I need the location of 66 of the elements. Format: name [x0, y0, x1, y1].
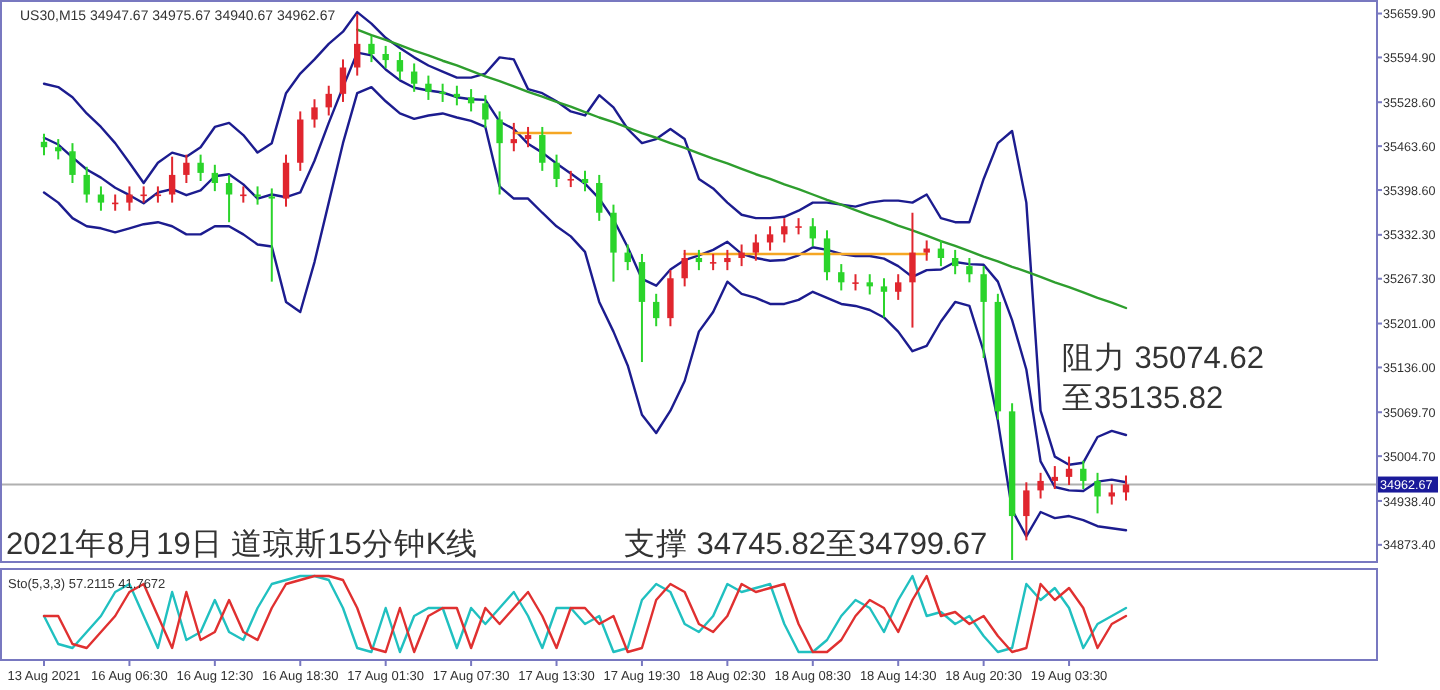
candlestick — [55, 138, 62, 161]
candlestick — [425, 74, 432, 101]
candlestick — [297, 110, 304, 172]
candlestick — [410, 62, 418, 93]
candlestick — [1094, 471, 1101, 515]
candlestick — [339, 58, 347, 103]
candlestick — [1108, 483, 1115, 506]
candlestick — [354, 13, 361, 77]
candlestick — [1080, 459, 1087, 491]
line-series — [356, 28, 1128, 310]
candlestick — [396, 50, 404, 81]
candlestick — [923, 239, 930, 262]
candlestick — [681, 248, 688, 288]
candlestick — [496, 110, 503, 196]
candlestick — [510, 121, 518, 153]
candlestick — [1051, 465, 1059, 491]
candlestick — [282, 153, 290, 208]
candlestick — [539, 125, 546, 172]
candlestick — [69, 142, 76, 185]
candlestick — [738, 243, 745, 268]
candlestick — [325, 84, 332, 117]
candlestick — [667, 269, 674, 328]
candlestick — [895, 273, 902, 301]
candlestick — [97, 185, 105, 212]
candlestick — [823, 229, 831, 282]
candlestick — [439, 82, 446, 103]
candlestick — [268, 187, 275, 283]
candlestick — [581, 169, 589, 193]
candlestick — [83, 165, 90, 204]
annotation: 支撑 34745.82至34799.67 — [624, 526, 988, 562]
candlestick — [838, 263, 845, 292]
candlestick — [553, 153, 560, 189]
candlestick — [311, 98, 318, 129]
candlestick — [596, 173, 603, 222]
candlestick — [638, 252, 646, 364]
candlestick — [482, 94, 489, 129]
candlestick — [1065, 455, 1073, 486]
candlestick — [126, 185, 133, 212]
candlestick — [524, 125, 532, 149]
candlestick — [909, 211, 916, 329]
candlestick — [809, 217, 816, 248]
candlestick — [254, 185, 261, 206]
candlestick — [766, 225, 774, 252]
candlestick — [695, 248, 703, 272]
candlestick — [752, 233, 760, 262]
candlestick — [382, 44, 389, 70]
candlestick — [781, 217, 788, 244]
candlestick — [610, 203, 617, 283]
candlestick — [652, 292, 660, 328]
candlestick — [880, 277, 888, 319]
candlestick — [1037, 471, 1044, 500]
candlestick — [951, 248, 959, 276]
candlestick — [866, 273, 873, 296]
annotation: 阻力 35074.62 至35135.82 — [1062, 340, 1264, 417]
candlestick — [211, 163, 219, 193]
candlestick — [980, 265, 987, 359]
candlestick — [368, 34, 375, 64]
candlestick — [225, 173, 233, 224]
text: 2021年8月19日 道琼斯15分钟K线 — [6, 526, 479, 562]
candlestick — [467, 88, 475, 113]
candlestick — [724, 248, 731, 272]
candlestick — [197, 153, 204, 182]
candlestick — [1023, 481, 1030, 542]
candlestick — [168, 155, 176, 204]
candlestick — [966, 257, 973, 284]
candlestick — [183, 153, 190, 185]
